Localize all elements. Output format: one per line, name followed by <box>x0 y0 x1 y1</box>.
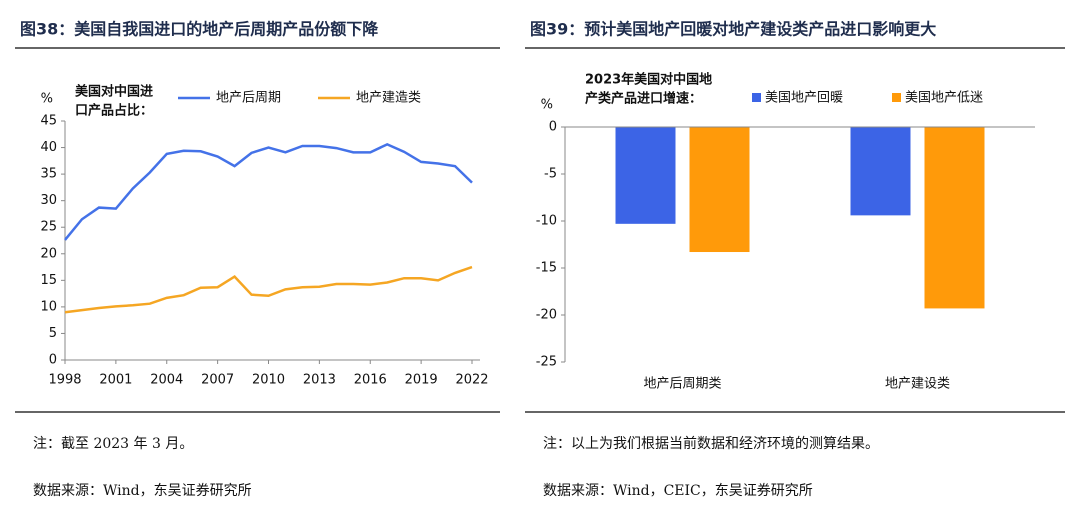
y-tick-label: 5 <box>49 326 57 341</box>
y-tick-label: 45 <box>40 114 57 129</box>
x-tick-label: 2007 <box>201 373 234 388</box>
y-tick-label: -20 <box>536 308 557 323</box>
y-axis-label: % <box>41 92 53 107</box>
legend-label: 美国地产低迷 <box>905 91 983 106</box>
x-tick-label: 2004 <box>150 373 183 388</box>
y-tick-label: 35 <box>40 167 57 182</box>
y-tick-label: 15 <box>40 273 57 288</box>
x-tick-label: 2022 <box>455 373 488 388</box>
y-tick-label: 40 <box>40 140 57 155</box>
bar <box>924 127 985 309</box>
y-tick-label: -15 <box>536 261 557 276</box>
y-axis-label: % <box>541 98 553 113</box>
y-tick-label: -5 <box>544 167 557 182</box>
bar <box>615 127 676 224</box>
line-series <box>64 142 473 241</box>
x-tick-label: 地产建设类 <box>885 377 950 392</box>
x-tick-label: 2010 <box>252 373 285 388</box>
note: 注：截至 2023 年 3 月。 <box>33 436 193 452</box>
x-tick-label: 2001 <box>99 373 132 388</box>
legend-swatch <box>892 93 901 102</box>
x-tick-label: 2016 <box>354 373 387 388</box>
bar <box>850 127 911 216</box>
source: 数据来源：Wind，东吴证券研究所 <box>33 483 252 499</box>
legend-label: 地产建造类 <box>356 91 421 106</box>
y-tick-label: 25 <box>40 220 57 235</box>
line-series <box>64 265 473 314</box>
y-tick-label: -25 <box>536 355 557 370</box>
x-tick-label: 2013 <box>303 373 336 388</box>
x-tick-label: 1998 <box>48 373 81 388</box>
legend-title: 美国对中国进 <box>75 84 153 100</box>
legend-title: 产类产品进口增速： <box>585 91 702 107</box>
legend-label: 地产后周期 <box>216 91 281 106</box>
legend-swatch <box>752 93 761 102</box>
legend-title: 口产品占比： <box>75 103 153 119</box>
x-tick-label: 地产后周期类 <box>643 377 721 392</box>
source: 数据来源：Wind，CEIC，东吴证券研究所 <box>543 483 813 499</box>
x-tick-label: 2019 <box>405 373 438 388</box>
figure-title: 图39：预计美国地产回暖对地产建设类产品进口影响更大 <box>530 20 936 39</box>
figure-title: 图38：美国自我国进口的地产后周期产品份额下降 <box>20 20 379 39</box>
y-tick-label: 20 <box>40 246 57 261</box>
y-tick-label: 0 <box>49 353 57 368</box>
y-tick-label: 10 <box>40 299 57 314</box>
y-tick-label: -10 <box>536 214 557 229</box>
bar <box>689 127 750 253</box>
legend-title: 2023年美国对中国地 <box>585 72 712 88</box>
y-tick-label: 30 <box>40 193 57 208</box>
y-tick-label: 0 <box>549 120 557 135</box>
note: 注：以上为我们根据当前数据和经济环境的测算结果。 <box>543 435 879 452</box>
legend-label: 美国地产回暖 <box>765 91 843 106</box>
